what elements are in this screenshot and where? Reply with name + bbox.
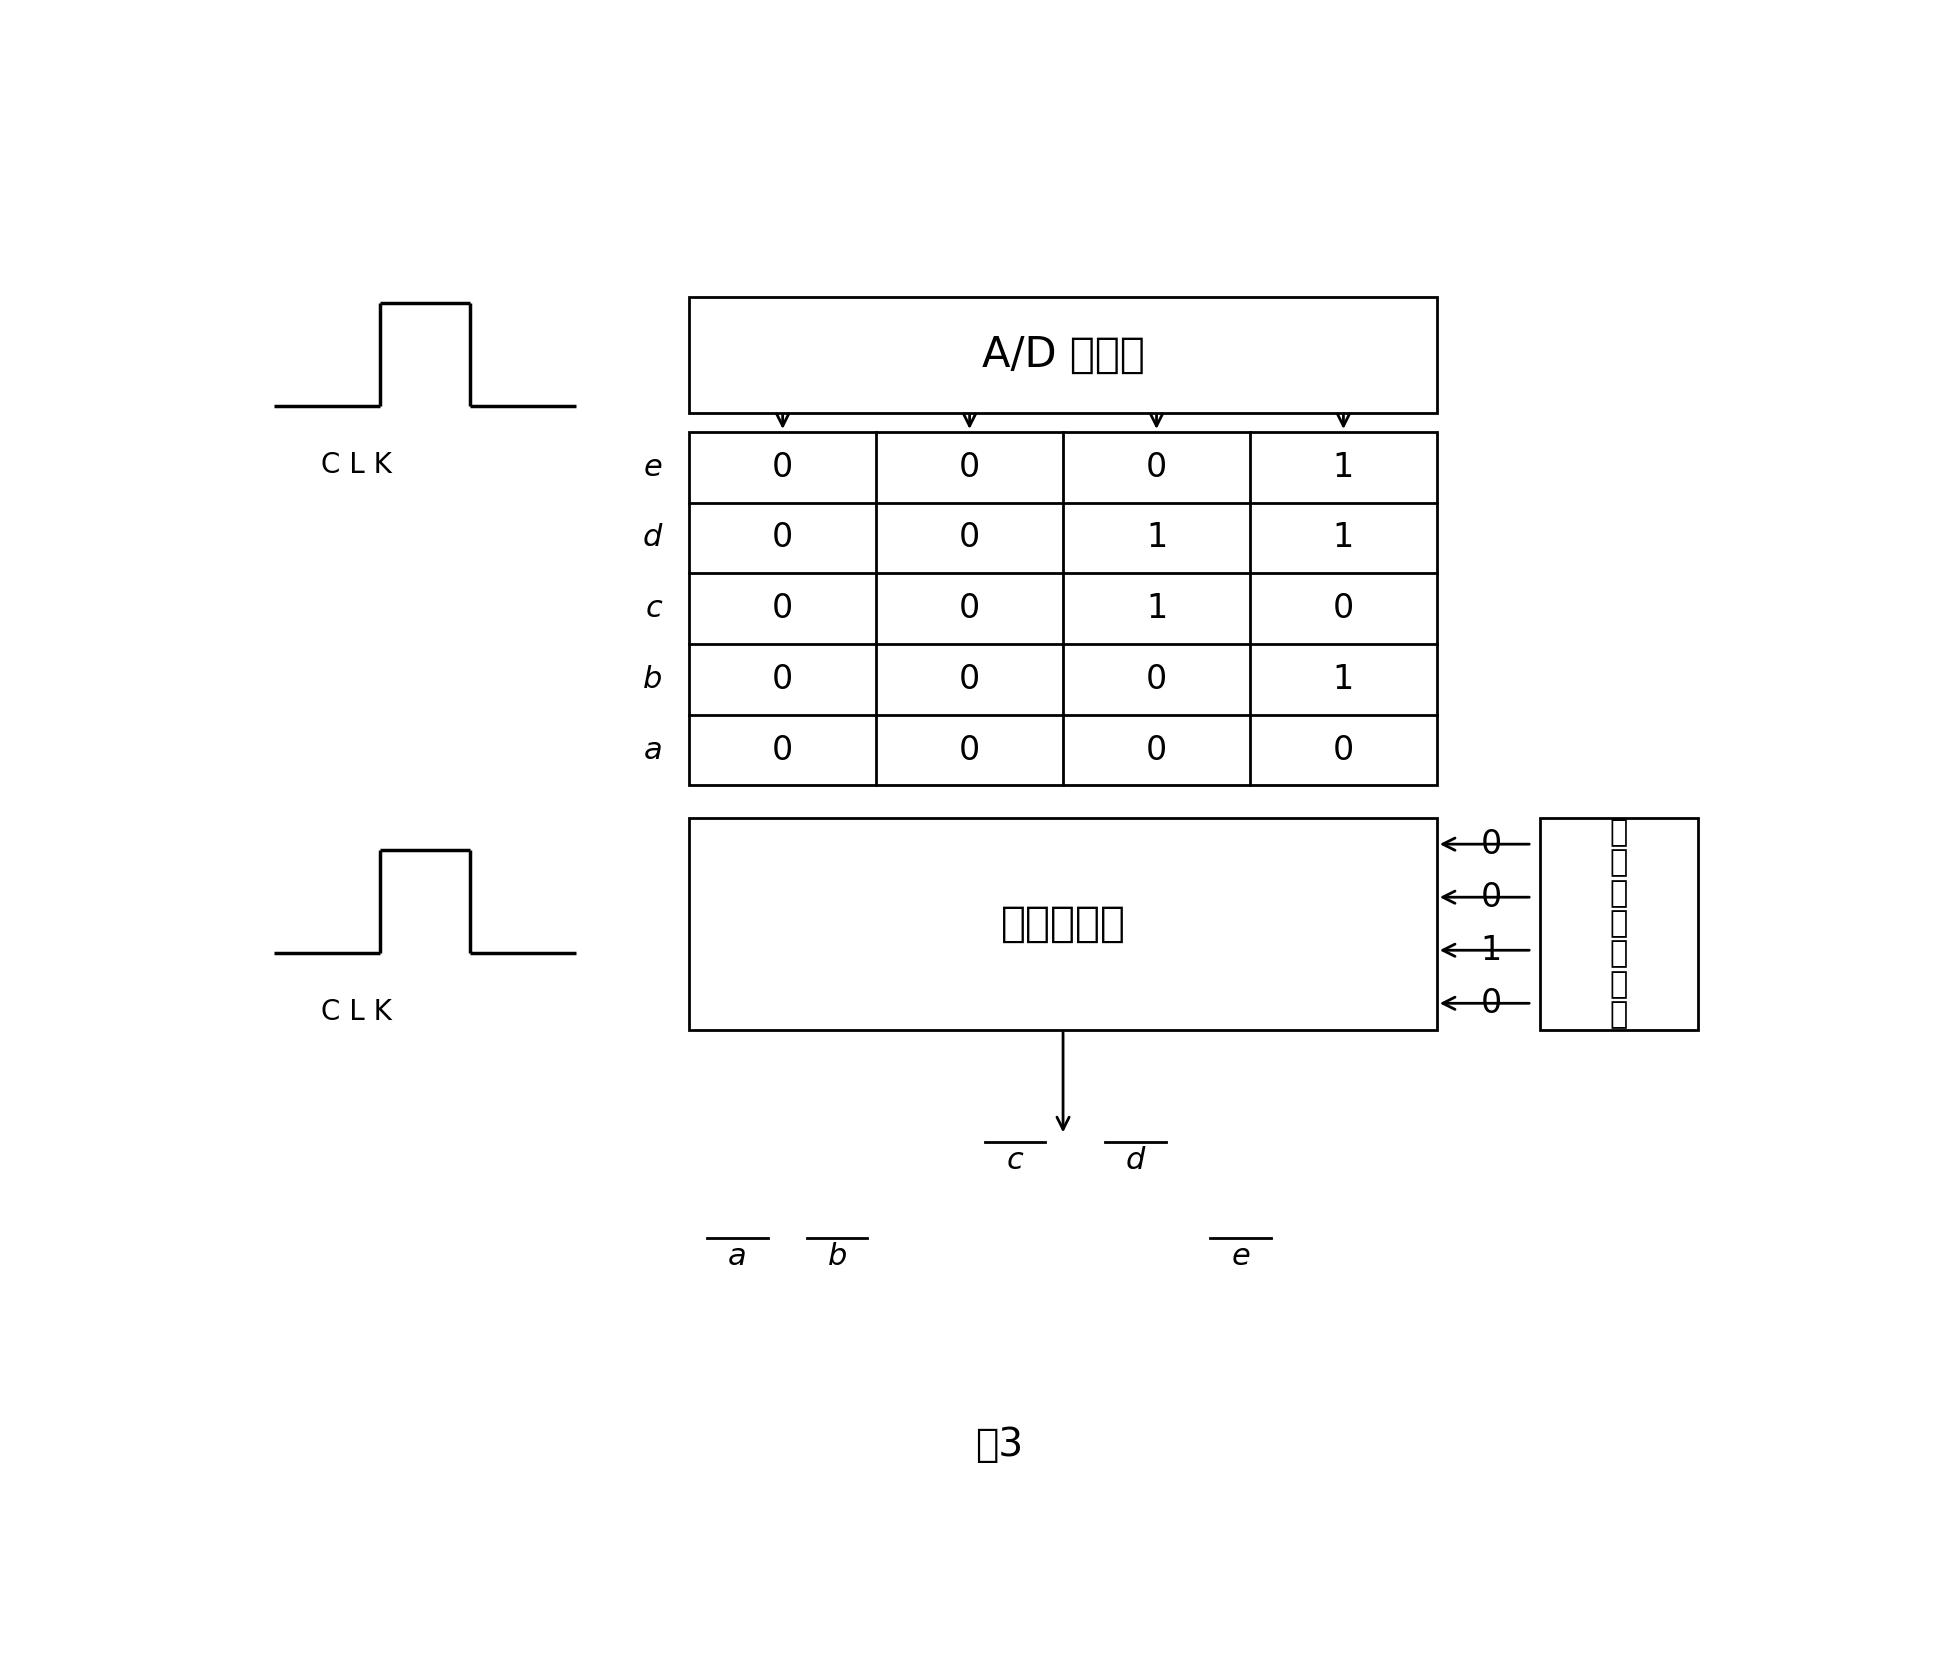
Text: b: b (828, 1242, 847, 1271)
Text: 数字比较器: 数字比较器 (999, 903, 1126, 945)
Text: 0: 0 (1145, 663, 1167, 696)
Text: 0: 0 (771, 451, 793, 484)
Text: 0: 0 (1480, 880, 1502, 913)
Text: b: b (643, 665, 662, 695)
Text: 0: 0 (1480, 828, 1502, 860)
Text: 0: 0 (1332, 593, 1354, 625)
Text: a: a (729, 1242, 746, 1271)
Text: 1: 1 (1145, 593, 1167, 625)
Text: 0: 0 (1480, 987, 1502, 1020)
Text: 0: 0 (1332, 733, 1354, 767)
Text: 0: 0 (771, 593, 793, 625)
Text: 1: 1 (1332, 521, 1354, 554)
Text: 0: 0 (771, 663, 793, 696)
Text: 1: 1 (1480, 934, 1502, 967)
Text: 1: 1 (1145, 521, 1167, 554)
Bar (690, 297, 1436, 412)
Text: 寄: 寄 (1609, 940, 1627, 969)
Text: 0: 0 (958, 663, 980, 696)
Text: d: d (643, 523, 662, 553)
Bar (690, 818, 1436, 1030)
Text: 0: 0 (771, 733, 793, 767)
Bar (1539, 818, 1697, 1030)
Text: 1: 1 (1332, 663, 1354, 696)
Text: 0: 0 (1145, 733, 1167, 767)
Text: 0: 0 (958, 593, 980, 625)
Text: 电: 电 (1609, 878, 1627, 908)
Text: 存: 存 (1609, 970, 1627, 999)
Text: c: c (1005, 1146, 1023, 1174)
Text: 器: 器 (1609, 1000, 1627, 1029)
Text: 1: 1 (1332, 451, 1354, 484)
Text: 0: 0 (958, 451, 980, 484)
Text: 发: 发 (1609, 848, 1627, 878)
Text: e: e (643, 453, 662, 481)
Text: d: d (1126, 1146, 1145, 1174)
Text: 触: 触 (1609, 818, 1627, 847)
Text: 0: 0 (958, 521, 980, 554)
Text: A/D 转换器: A/D 转换器 (982, 334, 1143, 376)
Text: a: a (643, 735, 662, 765)
Text: 平: 平 (1609, 908, 1627, 939)
Text: C L K: C L K (321, 997, 392, 1025)
Text: 0: 0 (958, 733, 980, 767)
Text: 0: 0 (1145, 451, 1167, 484)
Bar (690, 433, 1436, 785)
Text: e: e (1231, 1242, 1249, 1271)
Text: 图3: 图3 (974, 1426, 1023, 1465)
Text: c: c (645, 595, 662, 623)
Text: C L K: C L K (321, 451, 392, 479)
Text: 0: 0 (771, 521, 793, 554)
